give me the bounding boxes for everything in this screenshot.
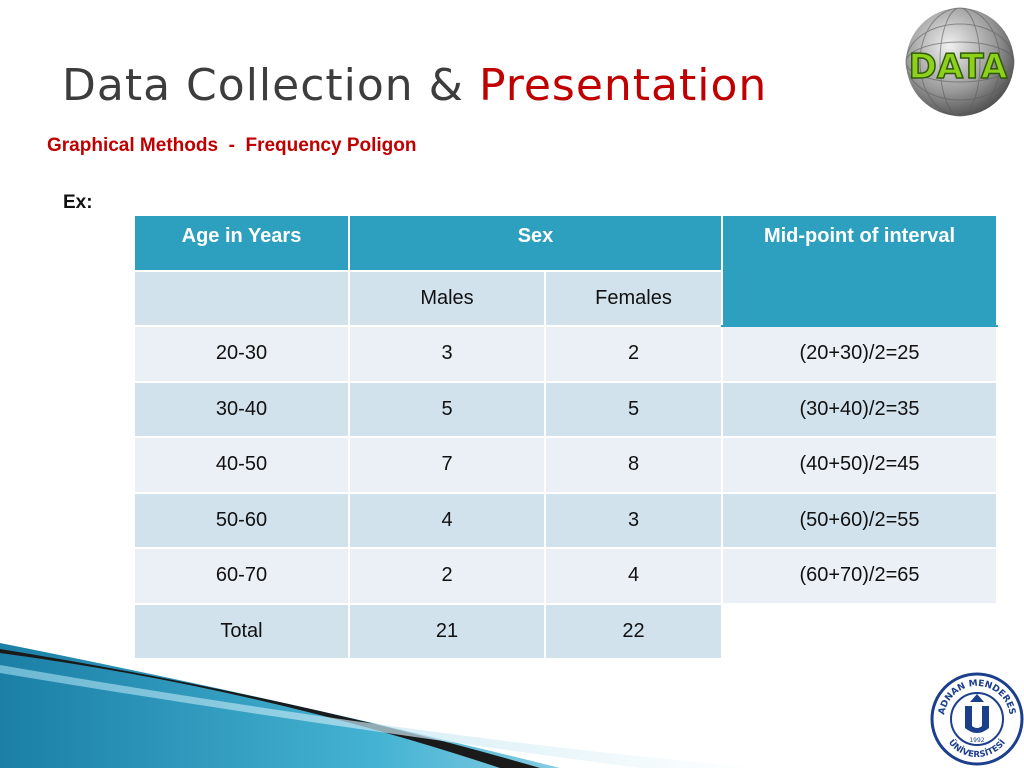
cell-age: 30-40 xyxy=(133,380,350,438)
slide-title: Data Collection & Presentation xyxy=(62,60,767,111)
title-accent: Presentation xyxy=(478,60,768,111)
header-sex: Sex xyxy=(348,214,723,272)
subheader-males: Males xyxy=(348,269,546,327)
cell-midpoint: (50+60)/2=55 xyxy=(721,491,998,549)
cell-total-empty xyxy=(721,602,998,660)
data-sphere-logo: DATA xyxy=(905,7,1015,117)
header-age: Age in Years xyxy=(133,214,350,272)
table-row: 30-40 5 5 (30+40)/2=35 xyxy=(133,380,998,438)
cell-females: 3 xyxy=(544,491,723,549)
cell-males: 3 xyxy=(348,325,546,383)
table-row: 20-30 3 2 (20+30)/2=25 xyxy=(133,325,998,383)
cell-age: 60-70 xyxy=(133,547,350,605)
cell-males: 4 xyxy=(348,491,546,549)
cell-midpoint: (60+70)/2=65 xyxy=(721,547,998,605)
table-row: 60-70 2 4 (60+70)/2=65 xyxy=(133,547,998,605)
university-seal-logo: ADNAN MENDERES ÜNİVERSİTESİ 1992 xyxy=(930,672,1024,766)
frequency-table: Age in Years Sex Mid-point of interval M… xyxy=(133,214,998,660)
table-subheader-row: Males Females xyxy=(133,269,997,327)
cell-age: 50-60 xyxy=(133,491,350,549)
cell-females: 2 xyxy=(544,325,723,383)
cell-females: 8 xyxy=(544,436,723,494)
cell-total-females: 22 xyxy=(544,602,723,660)
table-header-row: Age in Years Sex Mid-point of interval xyxy=(133,214,998,327)
subheader-females: Females xyxy=(544,269,723,327)
table-row: 50-60 4 3 (50+60)/2=55 xyxy=(133,491,998,549)
data-logo-text: DATA xyxy=(909,47,1008,87)
cell-age: 40-50 xyxy=(133,436,350,494)
cell-total-label: Total xyxy=(133,602,350,660)
title-main: Data Collection & xyxy=(62,60,479,111)
table-row: 40-50 7 8 (40+50)/2=45 xyxy=(133,436,998,494)
cell-midpoint: (20+30)/2=25 xyxy=(721,325,998,383)
example-label: Ex: xyxy=(63,192,93,213)
cell-females: 4 xyxy=(544,547,723,605)
header-midpoint: Mid-point of interval xyxy=(721,214,998,327)
cell-males: 7 xyxy=(348,436,546,494)
seal-year: 1992 xyxy=(969,737,984,744)
cell-males: 2 xyxy=(348,547,546,605)
cell-total-males: 21 xyxy=(348,602,546,660)
cell-midpoint: (40+50)/2=45 xyxy=(721,436,998,494)
table-total-row: Total 21 22 xyxy=(133,602,998,660)
cell-females: 5 xyxy=(544,380,723,438)
cell-males: 5 xyxy=(348,380,546,438)
decorative-wave-graphic xyxy=(0,643,760,768)
cell-age: 20-30 xyxy=(133,325,350,383)
cell-midpoint: (30+40)/2=35 xyxy=(721,380,998,438)
slide-subtitle: Graphical Methods - Frequency Poligon xyxy=(47,135,417,156)
subheader-empty xyxy=(133,269,350,327)
